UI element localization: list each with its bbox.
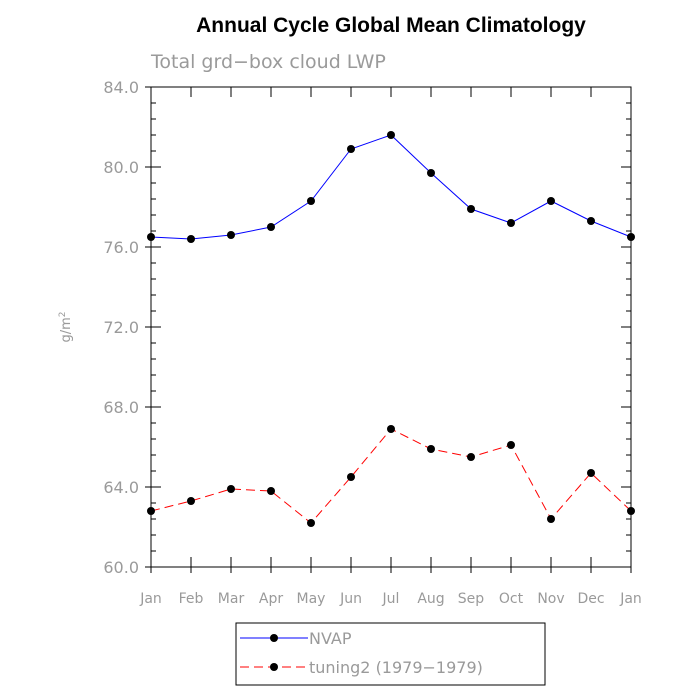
y-axis-ticks: 60.0 64.0 68.0 72.0 76.0 80.0 84.0: [103, 78, 631, 577]
x-tick-label: Aug: [417, 591, 444, 607]
series-2-point: [507, 441, 515, 449]
series-2-point: [227, 485, 235, 493]
y-tick-label: 80.0: [103, 158, 139, 177]
series-line-1: [150, 134, 632, 240]
legend-label-2: tuning2 (1979−1979): [309, 658, 483, 677]
legend-marker-2: [270, 663, 278, 671]
x-tick-label: Mar: [218, 591, 245, 607]
series-1-point: [347, 145, 355, 153]
series-2-point: [347, 473, 355, 481]
series-2-point: [187, 497, 195, 505]
legend-box: [235, 622, 546, 686]
series-2-point: [307, 519, 315, 527]
chart-subtitle: Total grd−box cloud LWP: [150, 51, 386, 73]
legend: NVAP tuning2 (1979−1979): [235, 622, 546, 686]
y-tick-label: 60.0: [103, 558, 139, 577]
series-1-point: [547, 197, 555, 205]
x-tick-label: Sep: [458, 591, 485, 607]
x-tick-label: Oct: [499, 591, 524, 607]
x-tick-label: Feb: [179, 591, 204, 607]
series-1-point: [507, 219, 515, 227]
x-tick-label: May: [297, 591, 326, 607]
y-tick-label: 84.0: [103, 78, 139, 97]
series-1-point: [187, 235, 195, 243]
x-tick-label: Jan: [619, 591, 642, 607]
y-tick-label: 64.0: [103, 478, 139, 497]
series-1-point: [387, 131, 395, 139]
legend-marker-1: [270, 634, 278, 642]
series-1-point: [227, 231, 235, 239]
series-2-point: [267, 487, 275, 495]
x-tick-label: Nov: [537, 591, 564, 607]
series-2-point: [467, 453, 475, 461]
series-2-point: [387, 425, 395, 433]
series-1-point: [467, 205, 475, 213]
x-tick-label: Apr: [259, 591, 283, 607]
series-1-point: [627, 233, 635, 241]
y-tick-label: 68.0: [103, 398, 139, 417]
plot-frame: [150, 86, 632, 568]
series-2-point: [427, 445, 435, 453]
series-2-point: [627, 507, 635, 515]
y-tick-label: 76.0: [103, 238, 139, 257]
x-axis-ticks: Jan Feb Mar Apr May Jun Jul Aug Sep Oct Nov Dec Jan: [139, 87, 642, 607]
series-1-point: [587, 217, 595, 225]
plot-area-border: [150, 86, 632, 568]
y-axis-label-base: g/m: [59, 317, 74, 342]
series-1-point: [147, 233, 155, 241]
series-2-point: [547, 515, 555, 523]
x-tick-label: Dec: [577, 591, 604, 607]
series-2-point: [587, 469, 595, 477]
x-tick-label: Jul: [382, 591, 400, 607]
series-layer: [147, 131, 635, 527]
y-tick-label: 72.0: [103, 318, 139, 337]
legend-label-1: NVAP: [309, 629, 352, 648]
y-axis-label-superscript: 2: [58, 311, 68, 317]
chart-title: Annual Cycle Global Mean Climatology: [196, 14, 586, 37]
series-2-point: [147, 507, 155, 515]
x-tick-label: Jun: [339, 591, 362, 607]
series-1-point: [307, 197, 315, 205]
series-line-2: [150, 428, 632, 524]
y-axis-label: g/m2: [58, 311, 74, 342]
x-tick-label: Jan: [139, 591, 162, 607]
series-1-point: [427, 169, 435, 177]
series-1-point: [267, 223, 275, 231]
